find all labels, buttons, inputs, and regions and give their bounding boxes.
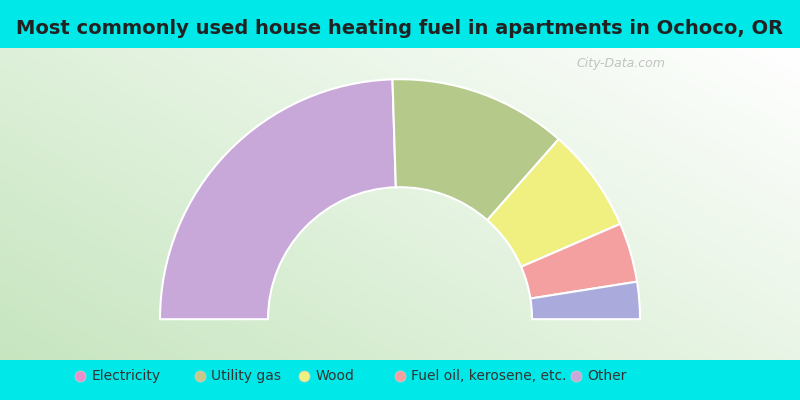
Text: Utility gas: Utility gas	[211, 369, 282, 383]
Text: Fuel oil, kerosene, etc.: Fuel oil, kerosene, etc.	[411, 369, 566, 383]
Text: City-Data.com: City-Data.com	[576, 57, 665, 70]
Text: Wood: Wood	[315, 369, 354, 383]
Text: Electricity: Electricity	[91, 369, 160, 383]
Text: Other: Other	[587, 369, 626, 383]
Wedge shape	[393, 79, 558, 220]
Wedge shape	[521, 224, 637, 298]
Wedge shape	[160, 79, 396, 319]
Wedge shape	[487, 139, 620, 267]
Text: Most commonly used house heating fuel in apartments in Ochoco, OR: Most commonly used house heating fuel in…	[17, 19, 783, 38]
Wedge shape	[530, 282, 640, 319]
